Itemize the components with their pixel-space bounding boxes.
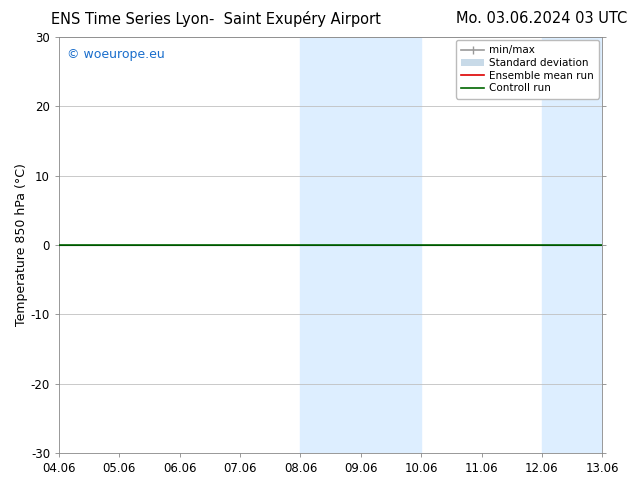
Y-axis label: Temperature 850 hPa (°C): Temperature 850 hPa (°C)	[15, 164, 28, 326]
Text: © woeurope.eu: © woeurope.eu	[67, 48, 165, 61]
Text: Mo. 03.06.2024 03 UTC: Mo. 03.06.2024 03 UTC	[456, 11, 628, 26]
Bar	[542, 37, 634, 453]
Legend: min/max, Standard deviation, Ensemble mean run, Controll run: min/max, Standard deviation, Ensemble me…	[456, 40, 599, 98]
Bar	[301, 37, 421, 453]
Text: ENS Time Series Lyon-  Saint Exupéry Airport: ENS Time Series Lyon- Saint Exupéry Airp…	[51, 11, 380, 27]
